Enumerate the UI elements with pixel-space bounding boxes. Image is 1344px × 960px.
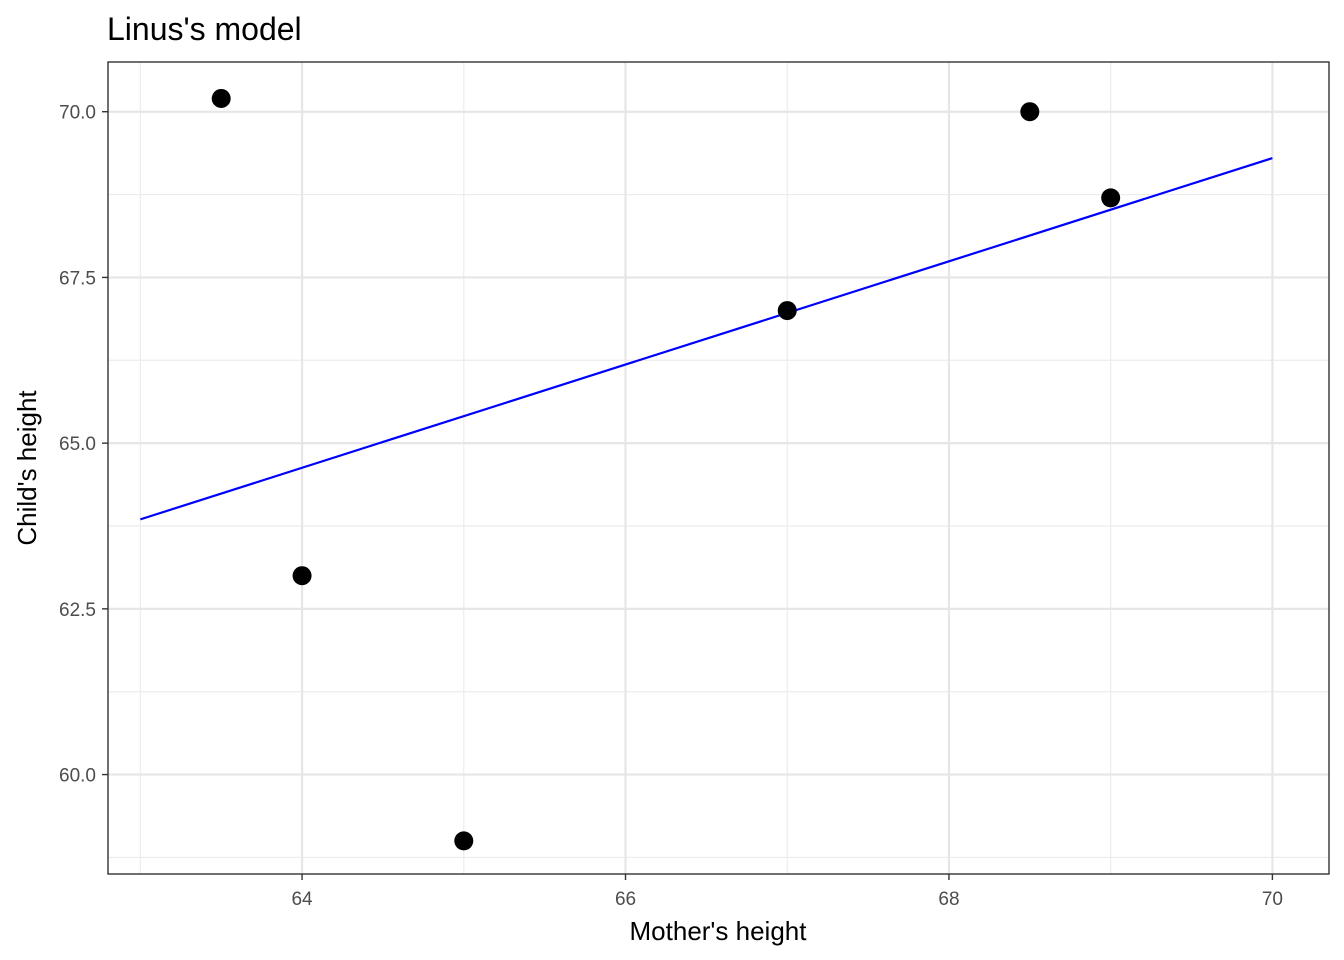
x-axis-ticks: 64 66 68 70 <box>291 874 1283 910</box>
y-tick-label: 67.5 <box>59 268 96 289</box>
data-point <box>292 566 312 586</box>
y-axis-ticks: 60.0 62.5 65.0 67.5 70.0 <box>59 103 108 787</box>
data-points <box>211 88 1121 851</box>
minor-gridlines <box>108 62 1329 874</box>
major-gridlines <box>108 62 1329 874</box>
data-point <box>1020 102 1040 122</box>
x-tick-label: 64 <box>291 889 313 910</box>
x-tick-label: 70 <box>1262 889 1283 910</box>
x-tick-label: 66 <box>615 889 636 910</box>
plot-panel-border <box>107 61 1330 875</box>
y-tick-label: 70.0 <box>59 103 96 124</box>
data-point <box>211 88 231 108</box>
y-tick-label: 60.0 <box>59 766 96 787</box>
data-point <box>454 831 474 851</box>
x-axis-title: Mother's height <box>630 916 808 946</box>
data-point <box>777 301 797 321</box>
chart-title: Linus's model <box>107 11 302 47</box>
x-tick-label: 68 <box>938 889 959 910</box>
regression-line <box>140 157 1273 521</box>
y-tick-label: 65.0 <box>59 434 96 455</box>
data-point <box>1101 188 1121 208</box>
fit-line-layer <box>140 157 1273 521</box>
y-tick-label: 62.5 <box>59 600 96 621</box>
y-axis-title: Child's height <box>12 390 42 546</box>
